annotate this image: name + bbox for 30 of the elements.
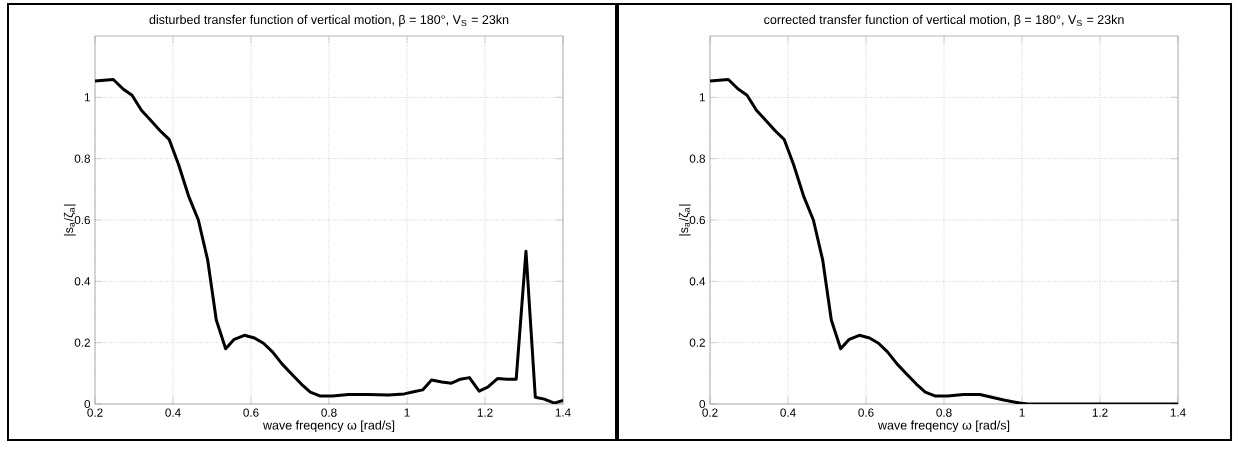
x-tick-label: 0.4 — [165, 408, 181, 417]
chart-title: disturbed transfer function of vertical motion, β = 180°, V$_{S}$ = 23kn — [149, 14, 509, 27]
chart-title: corrected transfer function of vertical motion, β = 180°, V$_{S}$ = 23kn — [764, 14, 1124, 27]
y-tick-label: 0.8 — [74, 154, 90, 163]
y-tick-label: 0.2 — [74, 338, 90, 347]
x-tick-label: 0.8 — [936, 408, 952, 417]
y-tick-label: 0.6 — [689, 215, 705, 225]
y-tick-label: 0.6 — [74, 215, 90, 225]
x-tick-label: 1 — [1019, 408, 1025, 417]
y-axis-title: |s$_{a}$/ζ$_{a}$| — [63, 204, 76, 236]
x-tick-label: 1 — [404, 408, 410, 417]
y-tick-label: 1 — [699, 93, 705, 102]
x-tick-label: 1.2 — [477, 408, 493, 417]
y-tick-label: 0.2 — [689, 338, 705, 347]
x-tick-label: 0.6 — [243, 408, 259, 417]
y-tick-label: 0.8 — [689, 154, 706, 163]
y-tick-label: 0 — [699, 399, 706, 409]
x-tick-label: 1.4 — [555, 408, 571, 417]
x-tick-label: 0.6 — [858, 408, 874, 417]
y-tick-label: 0 — [84, 399, 91, 409]
y-tick-label: 0.4 — [689, 277, 706, 286]
x-tick-label: 1.4 — [1170, 408, 1186, 417]
x-axis-title: wave freqency ω [rad/s] — [877, 420, 1010, 433]
y-axis-title: |s$_{a}$/ζ$_{a}$| — [678, 204, 691, 236]
x-tick-label: 0.4 — [780, 408, 796, 417]
x-axis-title: wave freqency ω [rad/s] — [262, 420, 395, 433]
y-tick-label: 0.4 — [74, 277, 91, 286]
x-tick-label: 0.8 — [321, 408, 337, 417]
y-tick-label: 1 — [84, 93, 90, 102]
x-tick-label: 1.2 — [1092, 408, 1108, 417]
